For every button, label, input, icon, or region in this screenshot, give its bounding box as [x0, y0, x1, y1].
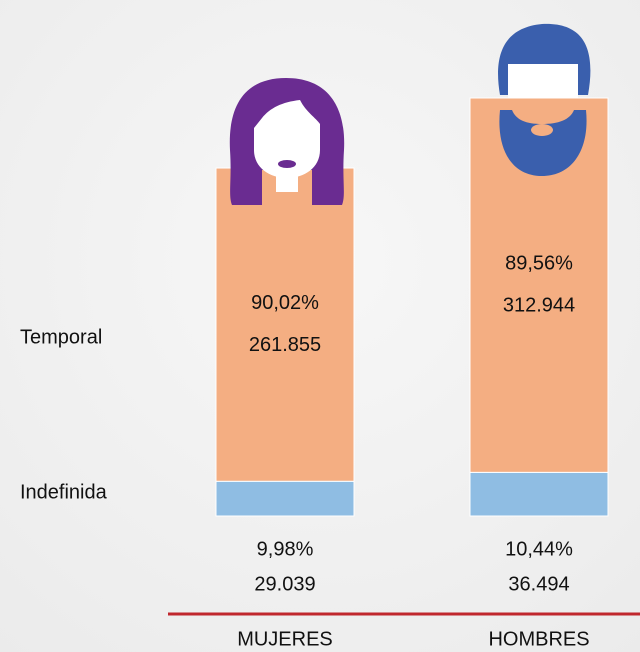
- percentage-label: 90,02%: [251, 292, 319, 314]
- percentage-label: 9,98%: [257, 538, 314, 560]
- category-label: HOMBRES: [488, 628, 589, 650]
- bar-segment: [469, 471, 609, 517]
- man-icon: [498, 23, 591, 176]
- category-label: MUJERES: [237, 628, 333, 650]
- bar-segment: [215, 480, 355, 517]
- value-label: 29.039: [254, 573, 315, 595]
- series-label: Temporal: [20, 326, 102, 348]
- value-label: 312.944: [503, 294, 575, 316]
- value-label: 36.494: [508, 573, 569, 595]
- percentage-label: 10,44%: [505, 538, 573, 560]
- icons: [229, 23, 591, 205]
- series-label: Indefinida: [20, 481, 108, 503]
- percentage-label: 89,56%: [505, 252, 573, 274]
- bar-segment: [215, 167, 355, 482]
- value-label: 261.855: [249, 334, 321, 356]
- woman-icon: [229, 78, 345, 205]
